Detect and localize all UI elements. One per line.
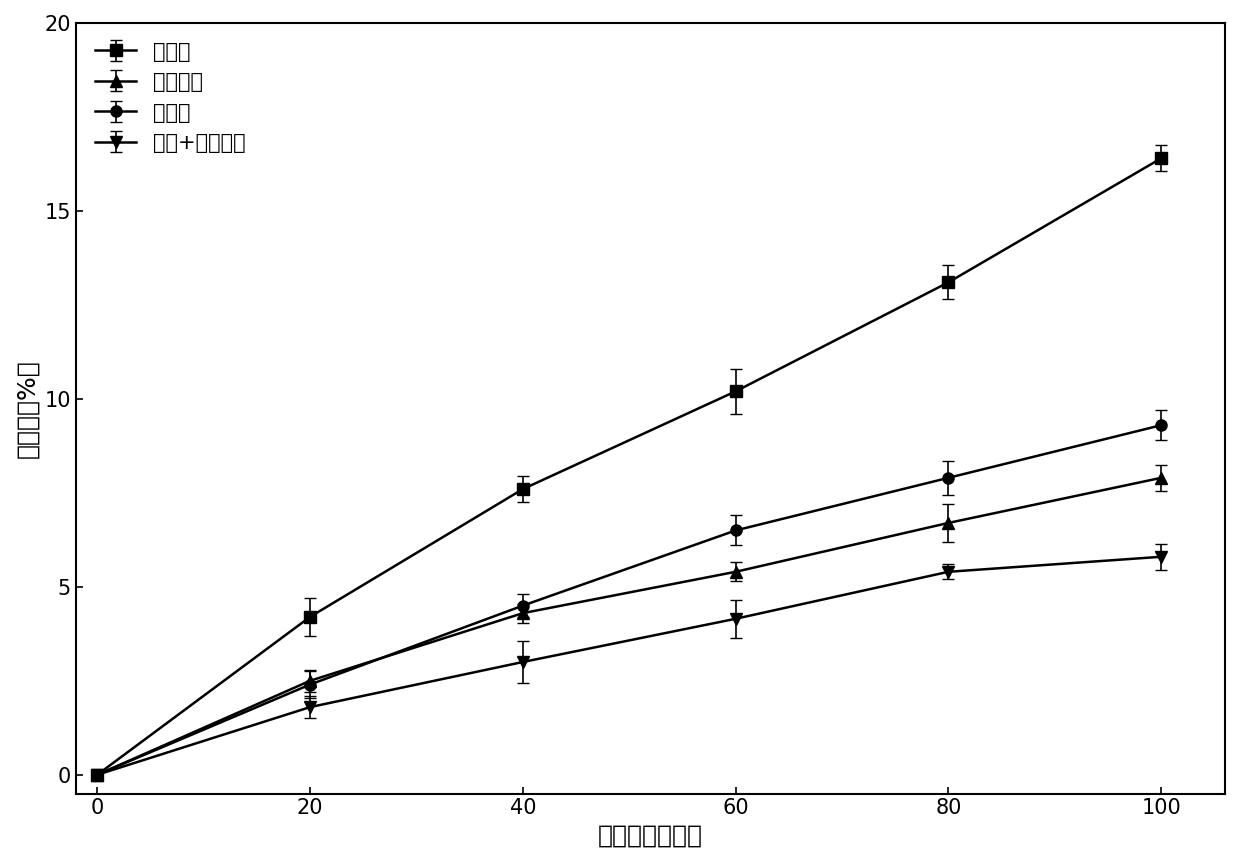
Y-axis label: 失重率（%）: 失重率（%）	[15, 359, 38, 457]
Legend: 对照组, 电解水组, 热激组, 热激+电解水组: 对照组, 电解水组, 热激组, 热激+电解水组	[87, 34, 254, 161]
X-axis label: 贮藏时间（天）: 贮藏时间（天）	[598, 824, 703, 848]
